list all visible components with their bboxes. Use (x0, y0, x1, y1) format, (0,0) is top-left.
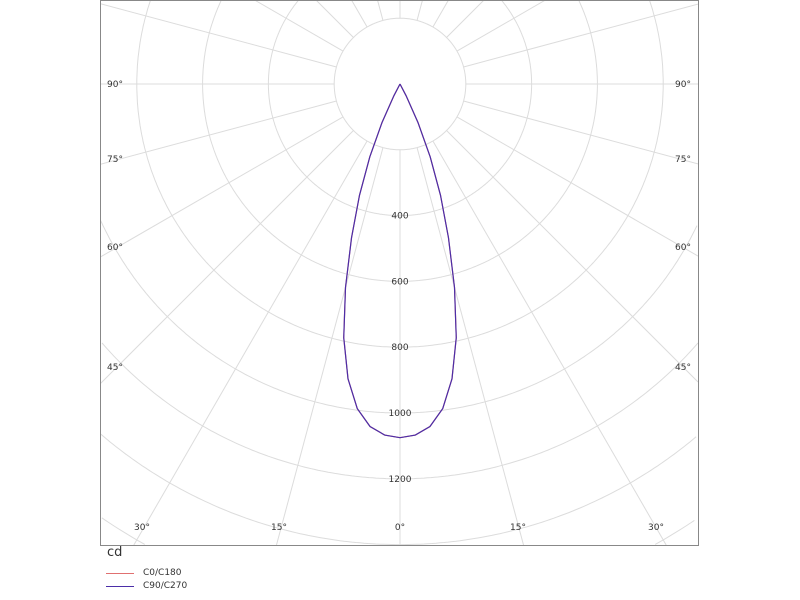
legend-label: C0/C180 (143, 568, 182, 578)
angle-label-left: 45° (107, 363, 123, 373)
grid-spoke (315, 0, 354, 38)
radial-tick-label: 400 (391, 212, 408, 222)
unit-label: cd (107, 545, 123, 560)
grid-ring (100, 220, 698, 414)
grid-spoke (275, 147, 384, 545)
curves (343, 83, 457, 439)
curve-c90-c270 (343, 83, 457, 439)
grid-spoke (446, 130, 698, 383)
grid-ring (100, 433, 697, 545)
angle-label-left: 75° (107, 155, 123, 165)
grid-spoke (446, 0, 485, 38)
grid-spoke (100, 130, 354, 385)
radial-tick-label: 600 (391, 277, 408, 287)
grid-spoke (456, 0, 546, 52)
angle-label-bottom: 15° (271, 523, 287, 533)
angle-label-bottom: 30° (134, 523, 150, 533)
angle-label-right: 90° (675, 80, 691, 90)
grid-spoke (100, 116, 344, 258)
grid-spoke (432, 140, 667, 545)
grid-spoke (456, 116, 698, 257)
legend-swatch (106, 585, 134, 587)
angle-label-right: 60° (675, 243, 691, 253)
angle-label-bottom: 15° (510, 523, 526, 533)
grid-spoke (416, 147, 525, 545)
angle-label-bottom: 30° (648, 523, 664, 533)
grid-spoke (100, 3, 337, 68)
legend-label: C90/C270 (143, 581, 188, 591)
grid-spoke (351, 0, 368, 28)
grid-spoke (254, 0, 344, 52)
grid-spoke (463, 3, 698, 68)
radial-tick-label: 1000 (389, 409, 412, 419)
grid-spoke (133, 140, 368, 545)
polar-grid (100, 0, 698, 545)
angle-label-right: 75° (675, 155, 691, 165)
grid-spoke (463, 100, 698, 165)
angle-label-left: 90° (107, 80, 123, 90)
grid-spoke (432, 0, 449, 28)
grid-ring (101, 342, 698, 480)
grid-spoke (377, 0, 384, 21)
grid-ring (101, 517, 695, 545)
labels: 400 600 800 1000 1200 90° 75° 60° 45° 90° 75° 60° 45… (107, 80, 691, 533)
legend-swatch (106, 572, 134, 574)
radial-tick-label: 800 (391, 343, 408, 353)
angle-label-left: 60° (107, 243, 123, 253)
legend-item-c0: C0/C180 (106, 568, 182, 578)
legend-item-c90: C90/C270 (106, 581, 187, 591)
radial-tick-label: 1200 (389, 475, 412, 485)
grid-spoke (100, 100, 337, 165)
grid-ring (267, 0, 533, 217)
angle-label-right: 45° (675, 363, 691, 373)
angle-label-bottom: 0° (395, 523, 405, 533)
grid-ring (202, 0, 598, 282)
grid-ring (136, 0, 664, 348)
grid-spoke (416, 0, 423, 21)
plot-frame (100, 0, 699, 546)
